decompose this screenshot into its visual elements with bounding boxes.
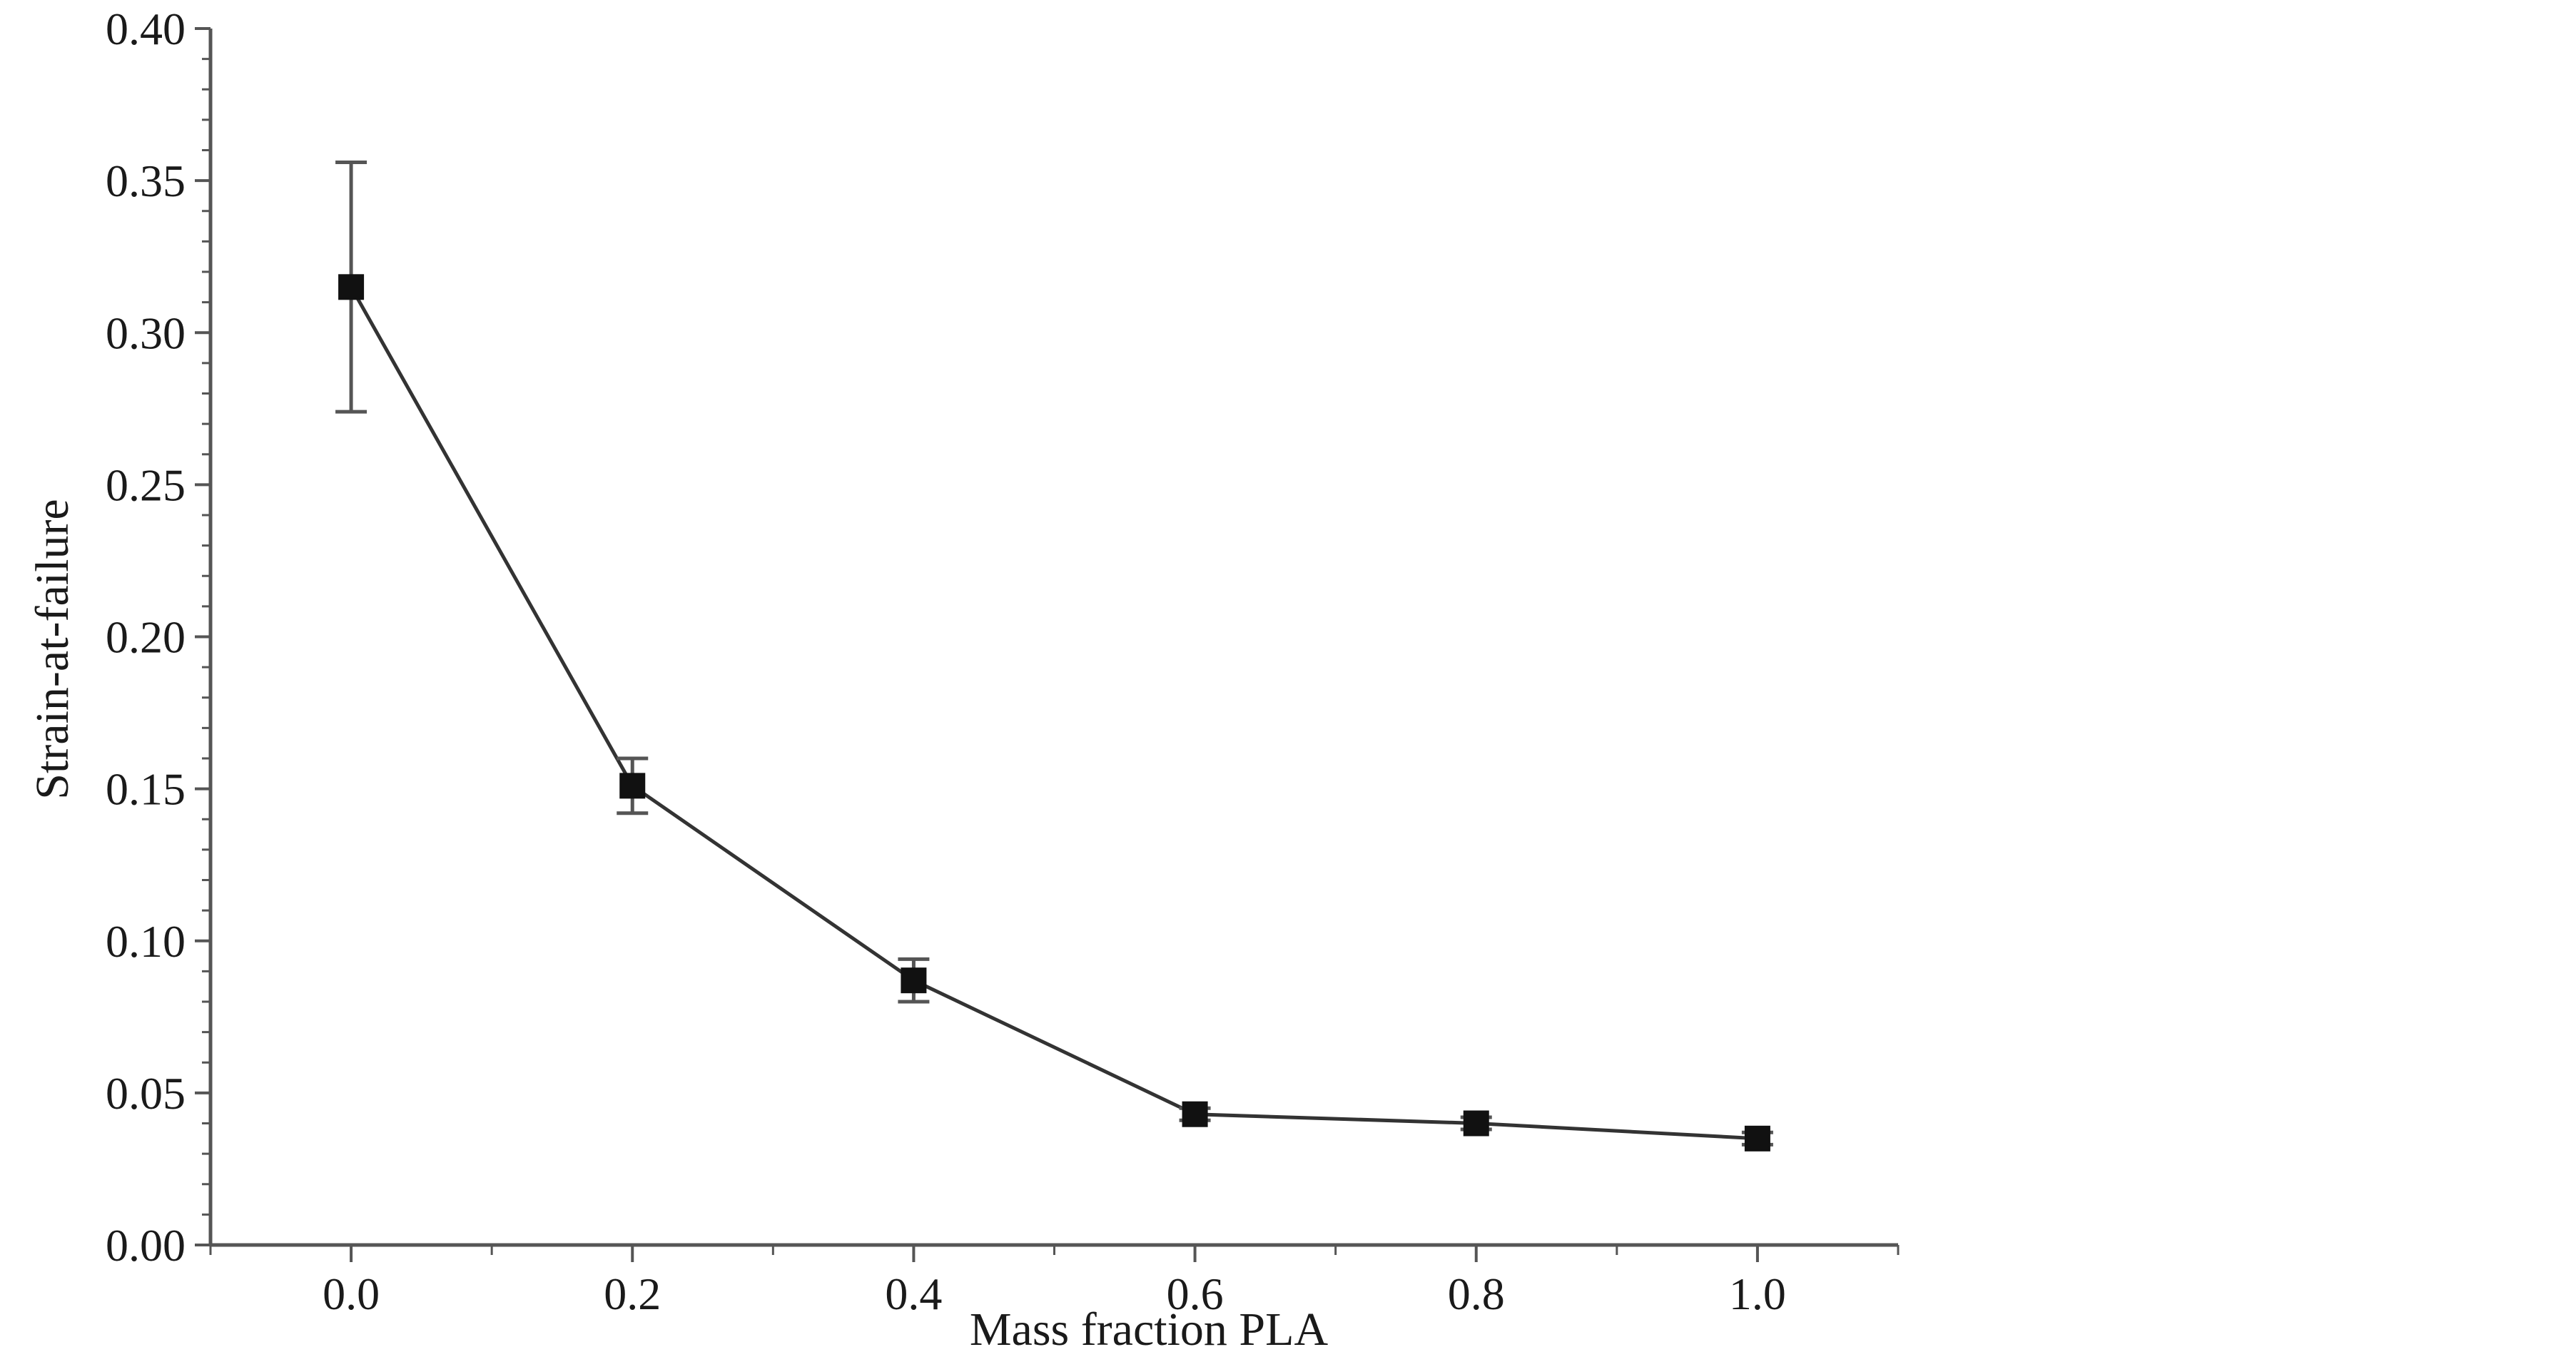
y-tick-label: 0.05 [106,1068,186,1119]
y-tick-label: 0.15 [106,764,186,815]
x-tick-label: 0.8 [1448,1269,1505,1319]
data-point-marker [338,274,365,300]
series-line [349,286,1758,1141]
data-point-marker [619,773,646,799]
y-tick-label: 0.40 [106,4,186,54]
data-point-marker [1182,1101,1208,1127]
axes-layer [208,29,1898,1247]
y-tick-label: 0.20 [106,612,186,663]
ticks-layer: 0.00 0.05 0.10 0.15 0.20 0.25 0.30 0.35 0.40 0.0 0… [106,4,1900,1319]
x-tick-label: 0.4 [885,1269,942,1319]
y-tick-label: 0.30 [106,307,186,358]
data-point-marker [1463,1110,1489,1137]
x-tick-label: 1.0 [1729,1269,1786,1319]
x-axis-label: Mass fraction PLA [970,1303,1329,1348]
y-tick-label: 0.25 [106,459,186,510]
data-point-marker [901,967,927,994]
data-point-marker [1744,1125,1770,1152]
y-tick-label: 0.00 [106,1220,186,1271]
x-tick-label: 0.0 [323,1269,380,1319]
y-axis-label: Strain-at-failure [26,499,78,799]
y-tick-label: 0.10 [106,916,186,967]
x-tick-label: 0.2 [604,1269,661,1319]
y-tick-label: 0.35 [106,156,186,206]
series-layer [335,161,1773,1152]
x-tick-label: 0.6 [1167,1269,1224,1319]
